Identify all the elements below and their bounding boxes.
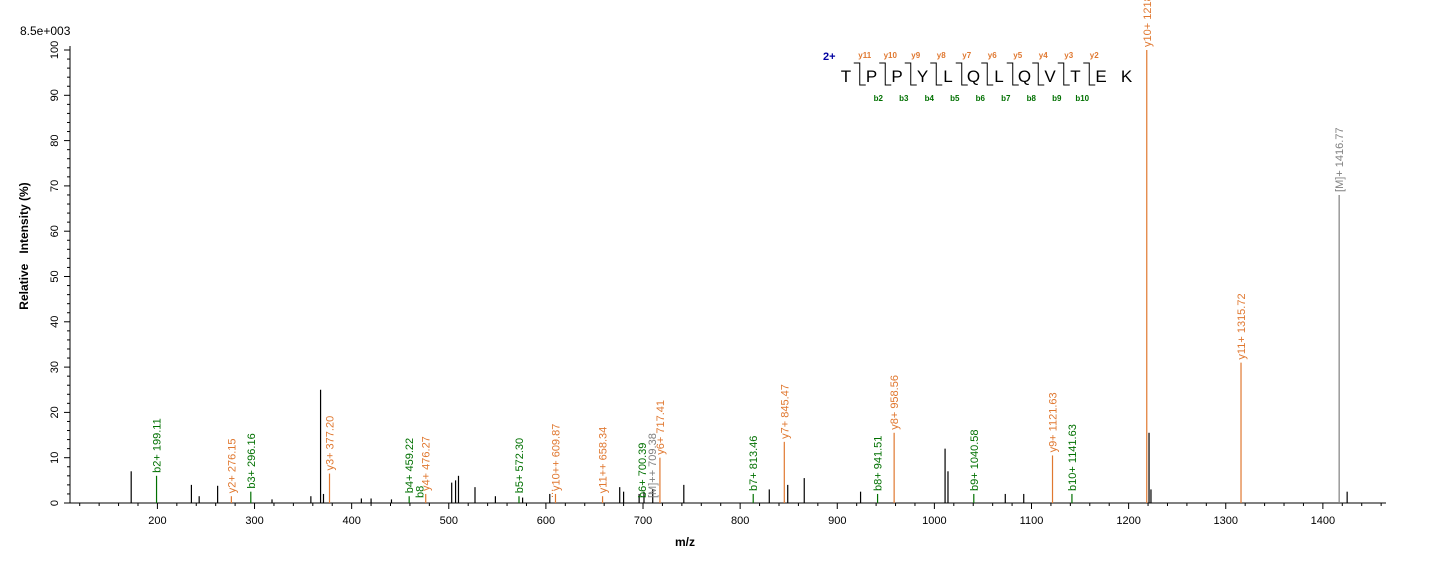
peak-label: y4+ 476.27 bbox=[421, 436, 433, 491]
y-ion-marker: y11 bbox=[858, 51, 871, 60]
sequence-residue: Q bbox=[967, 67, 980, 86]
x-tick-label: 300 bbox=[245, 515, 263, 527]
y-ion-marker: y10 bbox=[884, 51, 898, 60]
peak-label: b2+ 199.11 bbox=[152, 418, 164, 473]
b-ion-marker: b7 bbox=[1001, 94, 1011, 103]
peak-label: y11++ 658.34 bbox=[598, 427, 610, 493]
x-tick-label: 500 bbox=[440, 515, 458, 527]
sequence-residue: Y bbox=[917, 67, 928, 86]
peak-label: b4+ 459.22 bbox=[404, 438, 416, 493]
cleavage-marker bbox=[1083, 62, 1096, 86]
y-ion-marker: y4 bbox=[1039, 51, 1048, 60]
peak-label: y3+ 377.20 bbox=[325, 416, 337, 471]
y-tick-label: 50 bbox=[49, 270, 61, 282]
b-ion-marker: b6 bbox=[976, 94, 986, 103]
cleavage-marker bbox=[879, 62, 892, 86]
y-ion-marker: y6 bbox=[988, 51, 997, 60]
y-ion-marker: y5 bbox=[1013, 51, 1022, 60]
peak-bars bbox=[130, 50, 1348, 503]
cleavage-marker bbox=[1057, 62, 1070, 86]
x-tick-label: 200 bbox=[148, 515, 166, 527]
peak-label-overlap: ... bbox=[544, 489, 556, 498]
y-tick-label: 80 bbox=[49, 134, 61, 146]
sequence-residue: K bbox=[1121, 67, 1133, 86]
cleavage-marker bbox=[1006, 62, 1019, 86]
peak-label: y2+ 276.15 bbox=[226, 438, 238, 493]
y-tick-label: 0 bbox=[49, 500, 61, 506]
y-ion-marker: y7 bbox=[962, 51, 971, 60]
sequence-residue: T bbox=[1070, 67, 1080, 86]
sequence-residue: Q bbox=[1018, 67, 1031, 86]
x-axis-title: m/z bbox=[675, 535, 695, 549]
b-ion-marker: b9 bbox=[1052, 94, 1062, 103]
charge-state: 2+ bbox=[823, 51, 836, 63]
chart-axes: 200 300 400 500 600 700 800 900 1000 1100 1200 1300… bbox=[49, 41, 1386, 527]
peak-label: b5+ 572.30 bbox=[514, 438, 526, 493]
x-tick-label: 800 bbox=[731, 515, 749, 527]
sequence-residue: P bbox=[891, 67, 902, 86]
peak-label: y11+ 1315.72 bbox=[1236, 293, 1248, 359]
peak-label: y6+ 717.41 bbox=[655, 400, 667, 455]
cleavage-marker bbox=[981, 62, 994, 86]
y-tick-label: 20 bbox=[49, 406, 61, 418]
cleavage-marker bbox=[930, 62, 943, 86]
sequence-residue: T bbox=[841, 67, 851, 86]
y-tick-label: 70 bbox=[49, 180, 61, 192]
x-tick-label: 1000 bbox=[922, 515, 946, 527]
peak-label: b7+ 813.46 bbox=[748, 436, 760, 491]
x-tick-label: 1300 bbox=[1214, 515, 1238, 527]
b-ion-marker: b4 bbox=[925, 94, 935, 103]
b-ion-marker: b5 bbox=[950, 94, 960, 103]
x-tick-label: 900 bbox=[828, 515, 846, 527]
cleavage-marker bbox=[955, 62, 968, 86]
y-tick-label: 10 bbox=[49, 452, 61, 464]
peak-label: y10+ 1218.67 bbox=[1142, 0, 1154, 47]
peak-label-overlap: b8 bbox=[415, 486, 427, 498]
x-tick-label: 1200 bbox=[1116, 515, 1140, 527]
peak-label: b10+ 1141.63 bbox=[1067, 424, 1079, 491]
sequence-residue: E bbox=[1095, 67, 1106, 86]
peak-label: b9+ 1040.58 bbox=[969, 429, 981, 490]
x-tick-label: 600 bbox=[537, 515, 555, 527]
b-ion-marker: b10 bbox=[1075, 94, 1089, 103]
intensity-scale-label: 8.5e+003 bbox=[20, 24, 71, 38]
b-ion-marker: b2 bbox=[874, 94, 884, 103]
b-ion-marker: b8 bbox=[1027, 94, 1037, 103]
y-tick-label: 30 bbox=[49, 361, 61, 373]
peak-label-overlap: [M]++ 709.38 bbox=[647, 433, 659, 498]
peak-label: [M]+ 1416.77 bbox=[1334, 127, 1346, 192]
y-tick-label: 90 bbox=[49, 89, 61, 101]
y-ion-marker: y3 bbox=[1064, 51, 1073, 60]
sequence-residue: L bbox=[943, 67, 952, 86]
peak-label: b8+ 941.51 bbox=[873, 436, 885, 491]
x-tick-label: 700 bbox=[634, 515, 652, 527]
sequence-residue: V bbox=[1044, 67, 1056, 86]
y-ion-marker: y8 bbox=[937, 51, 946, 60]
peak-label: y10++ 609.87 bbox=[550, 424, 562, 491]
x-tick-label: 1400 bbox=[1311, 515, 1335, 527]
y-tick-label: 40 bbox=[49, 316, 61, 328]
sequence-residue: L bbox=[994, 67, 1003, 86]
y-ion-marker: y2 bbox=[1090, 51, 1099, 60]
y-axis-title: Relative Intensity (%) bbox=[17, 182, 31, 309]
x-tick-label: 1100 bbox=[1020, 515, 1044, 527]
x-tick-label: 400 bbox=[342, 515, 360, 527]
sequence-residue: P bbox=[866, 67, 877, 86]
cleavage-marker bbox=[853, 62, 866, 86]
peak-label: y9+ 1121.63 bbox=[1048, 392, 1060, 452]
peak-labels: b2+ 199.11 y2+ 276.15 b3+ 296.16 y3+ 377.20… bbox=[152, 0, 1347, 498]
cleavage-marker bbox=[1032, 62, 1045, 86]
peak-label: b3+ 296.16 bbox=[246, 433, 258, 488]
y-ion-marker: y9 bbox=[911, 51, 920, 60]
peak-label: y7+ 845.47 bbox=[779, 384, 791, 439]
y-tick-label: 100 bbox=[49, 41, 61, 59]
b-ion-marker: b3 bbox=[899, 94, 909, 103]
peak-label: y8+ 958.56 bbox=[889, 375, 901, 430]
y-tick-label: 60 bbox=[49, 225, 61, 237]
cleavage-marker bbox=[904, 62, 917, 86]
peak-label-overlap: b6+ 700.39 bbox=[637, 443, 649, 498]
